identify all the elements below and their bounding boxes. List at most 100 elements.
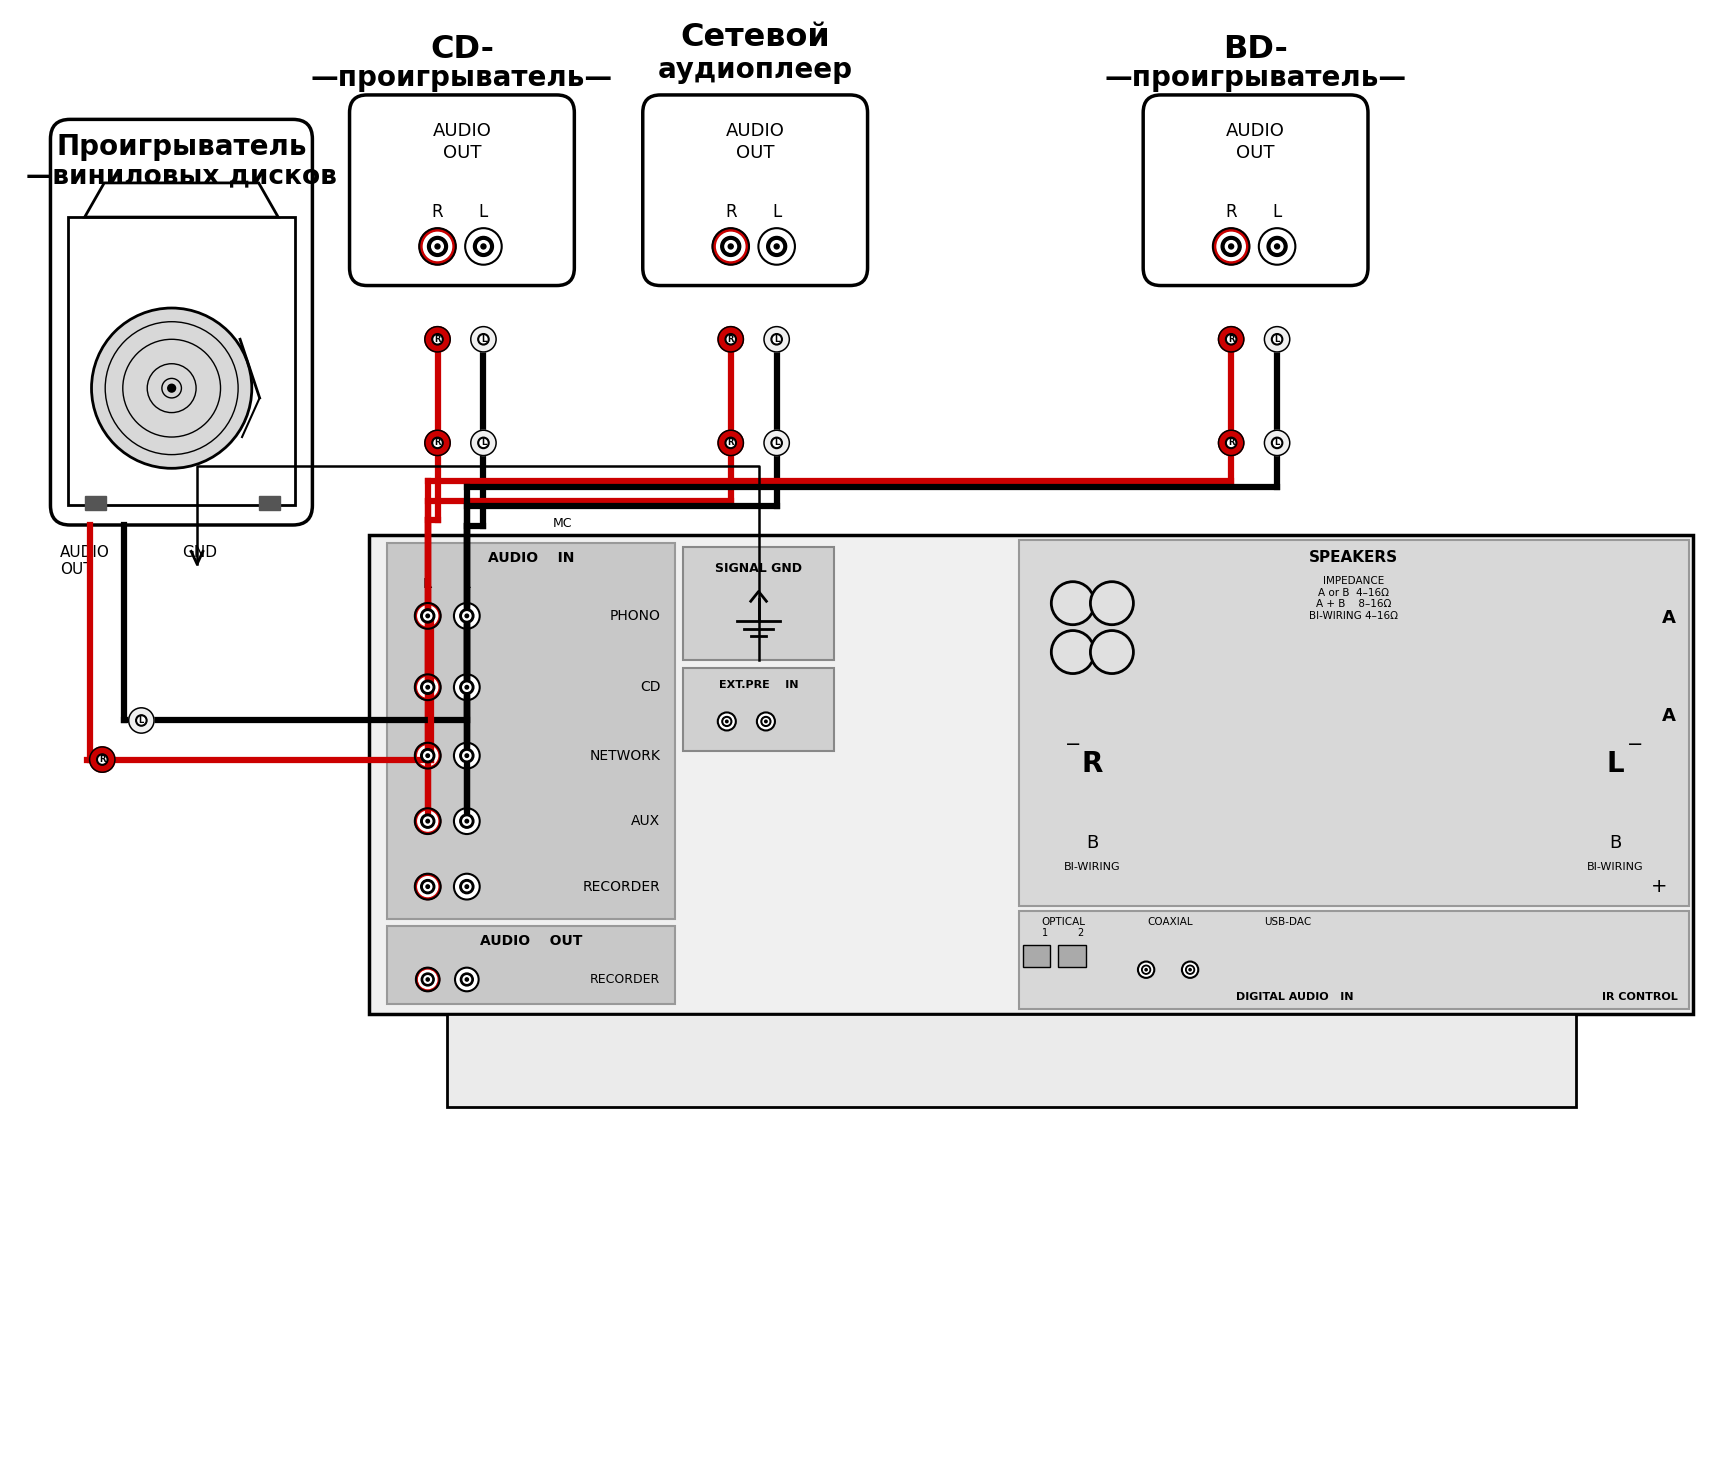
Bar xyxy=(1059,946,1086,966)
Circle shape xyxy=(1052,582,1095,625)
Circle shape xyxy=(728,245,733,249)
Circle shape xyxy=(91,308,252,468)
Text: PHONO: PHONO xyxy=(610,609,660,622)
Circle shape xyxy=(459,609,475,622)
Circle shape xyxy=(1268,237,1286,256)
Circle shape xyxy=(427,754,430,757)
Circle shape xyxy=(427,978,430,981)
Circle shape xyxy=(1225,333,1237,345)
Text: R: R xyxy=(1228,439,1235,448)
Text: L: L xyxy=(774,335,779,344)
Circle shape xyxy=(427,614,430,618)
Circle shape xyxy=(764,430,790,455)
Circle shape xyxy=(416,968,440,991)
Text: —проигрыватель—: —проигрыватель— xyxy=(1105,64,1406,92)
Circle shape xyxy=(428,237,447,256)
Text: SIGNAL GND: SIGNAL GND xyxy=(714,563,802,575)
Circle shape xyxy=(1264,430,1290,455)
Circle shape xyxy=(432,333,444,345)
Bar xyxy=(259,495,281,510)
Text: CD: CD xyxy=(641,680,660,694)
Text: R: R xyxy=(725,203,737,221)
Circle shape xyxy=(718,430,743,455)
Text: GND: GND xyxy=(182,544,218,560)
Circle shape xyxy=(773,439,779,446)
Circle shape xyxy=(457,745,476,766)
Circle shape xyxy=(1274,245,1280,249)
Circle shape xyxy=(418,745,439,766)
Circle shape xyxy=(128,708,154,734)
FancyBboxPatch shape xyxy=(50,120,312,525)
Circle shape xyxy=(469,233,497,261)
Circle shape xyxy=(457,606,476,625)
Text: L: L xyxy=(1607,750,1624,778)
Circle shape xyxy=(1225,240,1237,252)
Circle shape xyxy=(725,437,737,449)
Circle shape xyxy=(457,877,476,897)
Circle shape xyxy=(425,975,432,983)
Text: R: R xyxy=(1081,750,1103,778)
Bar xyxy=(1019,539,1689,906)
Bar xyxy=(368,535,1694,1014)
Circle shape xyxy=(764,326,790,351)
Text: AUX: AUX xyxy=(630,814,660,828)
Circle shape xyxy=(459,880,475,894)
Circle shape xyxy=(459,748,475,763)
Circle shape xyxy=(713,228,749,265)
Text: L: L xyxy=(481,335,486,344)
Circle shape xyxy=(463,751,471,760)
Circle shape xyxy=(764,720,767,723)
Circle shape xyxy=(456,968,478,991)
Text: NETWORK: NETWORK xyxy=(589,748,660,763)
Circle shape xyxy=(721,716,731,726)
Circle shape xyxy=(1271,240,1283,252)
Bar xyxy=(683,547,834,659)
Circle shape xyxy=(435,245,440,249)
Circle shape xyxy=(1225,437,1237,449)
Text: R: R xyxy=(1225,203,1237,221)
FancyBboxPatch shape xyxy=(1143,95,1369,286)
Circle shape xyxy=(1216,233,1245,261)
Circle shape xyxy=(457,811,476,831)
Circle shape xyxy=(463,882,471,891)
Circle shape xyxy=(1228,245,1233,249)
Text: L: L xyxy=(139,716,144,725)
Circle shape xyxy=(466,978,468,981)
Text: Сетевой: Сетевой xyxy=(680,22,831,53)
Circle shape xyxy=(463,975,471,983)
Circle shape xyxy=(421,880,435,894)
Circle shape xyxy=(757,713,774,731)
Circle shape xyxy=(463,817,471,825)
Text: L: L xyxy=(773,203,781,221)
Circle shape xyxy=(432,437,444,449)
Circle shape xyxy=(1189,969,1191,971)
Text: 2: 2 xyxy=(1077,929,1084,938)
Text: OPTICAL: OPTICAL xyxy=(1042,917,1084,926)
Circle shape xyxy=(774,245,779,249)
Circle shape xyxy=(464,614,469,618)
Circle shape xyxy=(418,677,439,697)
Bar xyxy=(683,668,834,751)
Text: R: R xyxy=(435,335,440,344)
Circle shape xyxy=(481,245,486,249)
FancyBboxPatch shape xyxy=(642,95,867,286)
Bar xyxy=(84,495,106,510)
Text: BI-WIRING: BI-WIRING xyxy=(1064,863,1120,871)
Text: AUDIO
OUT: AUDIO OUT xyxy=(1227,122,1285,162)
Text: AUDIO
OUT: AUDIO OUT xyxy=(60,544,110,576)
Circle shape xyxy=(421,609,435,622)
Circle shape xyxy=(1228,336,1235,342)
Circle shape xyxy=(1218,430,1244,455)
Circle shape xyxy=(415,874,440,900)
Circle shape xyxy=(1259,228,1295,265)
Circle shape xyxy=(771,240,783,252)
Circle shape xyxy=(415,808,440,834)
Circle shape xyxy=(425,430,451,455)
Text: SPEAKERS: SPEAKERS xyxy=(1309,550,1398,565)
Circle shape xyxy=(421,974,433,986)
Text: L: L xyxy=(774,439,779,448)
Circle shape xyxy=(725,240,737,252)
Bar xyxy=(1023,946,1050,966)
Circle shape xyxy=(423,817,432,825)
Circle shape xyxy=(1218,326,1244,351)
